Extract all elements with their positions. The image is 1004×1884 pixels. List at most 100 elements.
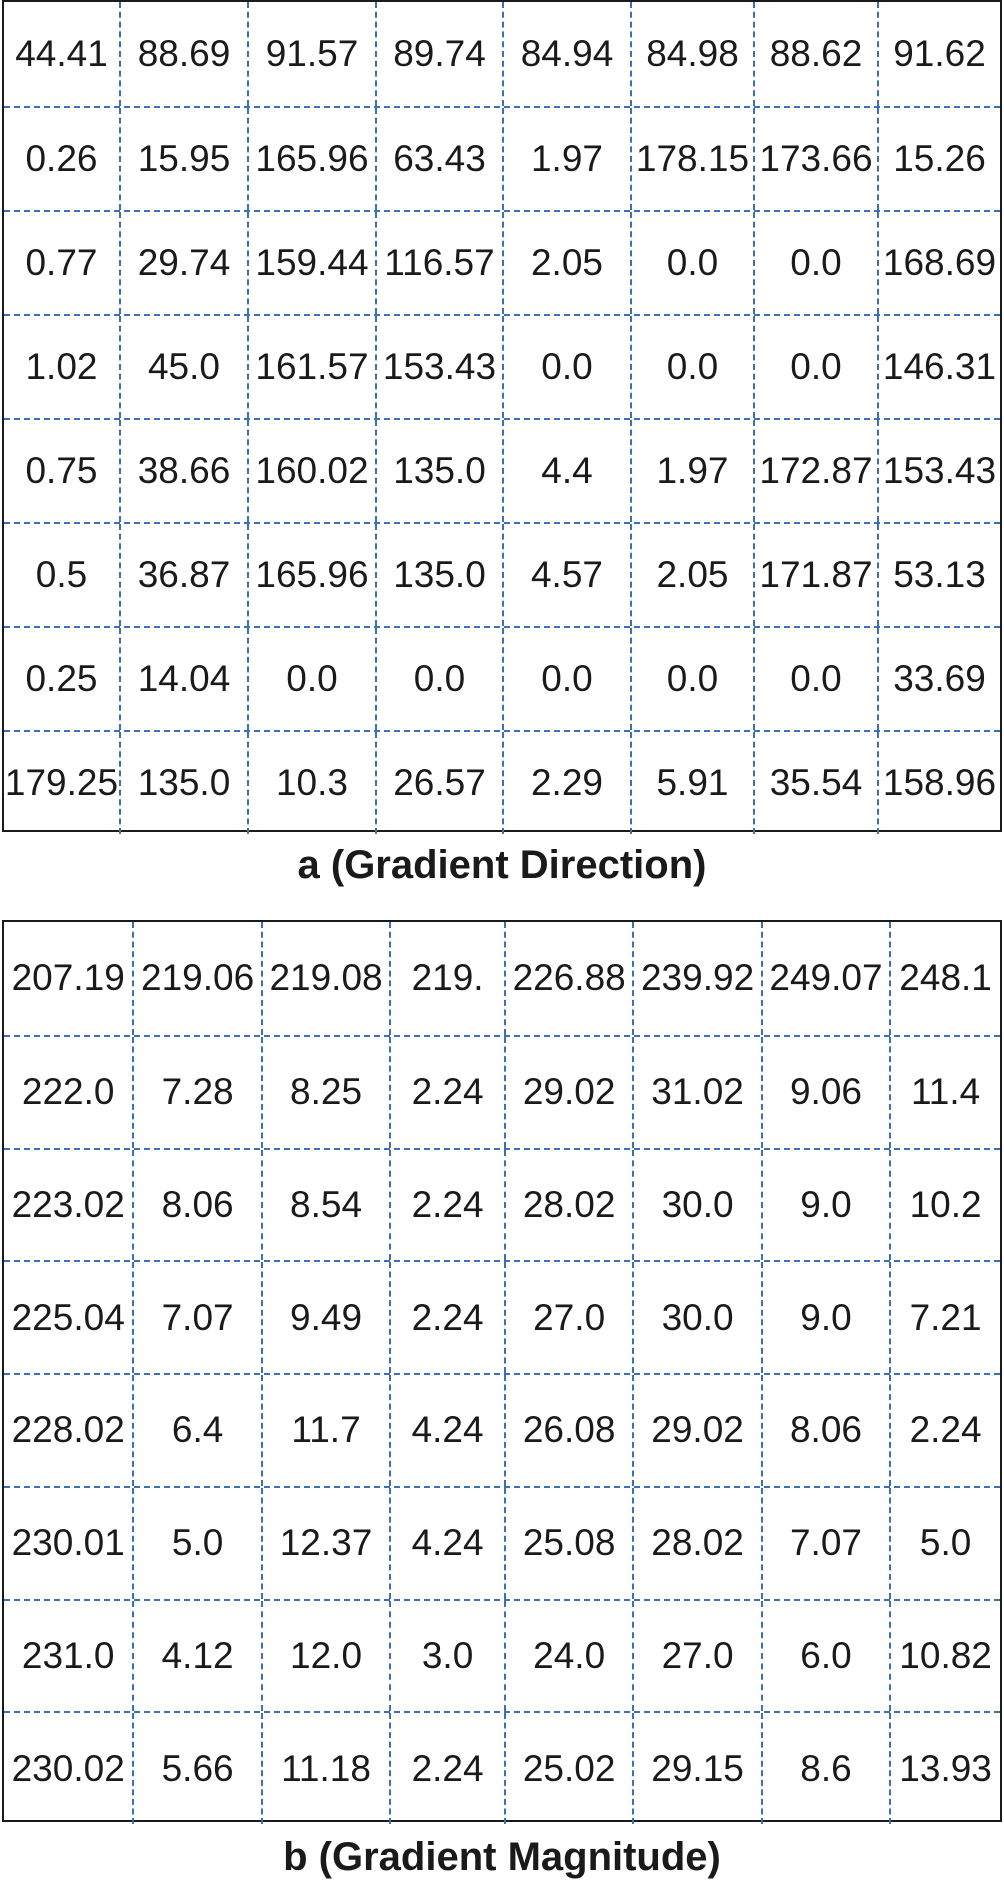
table-cell: 9.49: [260, 1262, 389, 1373]
table-cell: 89.74: [375, 2, 502, 106]
gradient-magnitude-grid: 207.19 219.06 219.08 219. 226.88 239.92 249.07…: [2, 920, 1002, 1824]
table-cell: 6.4: [132, 1375, 260, 1486]
table-cell: 9.06: [760, 1036, 889, 1148]
table-cell: 168.69: [877, 212, 1000, 314]
table-cell: 4.24: [389, 1375, 504, 1486]
table-cell: 25.08: [503, 1487, 632, 1599]
table-row: 0.25 14.04 0.0 0.0 0.0 0.0 0.0 33.69: [4, 626, 1000, 730]
table-cell: 0.0: [630, 316, 753, 418]
table-cell: 5.0: [889, 1487, 1000, 1599]
table-cell: 153.43: [877, 420, 1000, 522]
table-cell: 29.15: [632, 1713, 760, 1824]
table-cell: 0.0: [247, 628, 375, 730]
table-cell: 207.19: [11, 957, 125, 999]
table-cell: 53.13: [877, 524, 1000, 626]
table-row: 222.0 7.28 8.25 2.24 29.02 31.02 9.06 11.4: [4, 1034, 1000, 1148]
table-cell: 226.88: [503, 922, 632, 1035]
table-cell: 146.31: [877, 316, 1000, 418]
table-cell: 88.69: [119, 2, 247, 106]
table-cell: 12.37: [260, 1487, 389, 1599]
table-cell: 165.96: [247, 108, 375, 210]
table-cell: 0.5: [35, 554, 88, 595]
table-cell: 91.57: [247, 2, 375, 106]
table-cell: 8.6: [760, 1713, 889, 1824]
table-cell: 0.77: [25, 242, 98, 283]
gradient-direction-caption: a (Gradient Direction): [297, 843, 707, 887]
table-cell: 2.24: [389, 1149, 504, 1261]
table-cell: 135.0: [119, 732, 247, 834]
table-row: 230.02 5.66 11.18 2.24 25.02 29.15 8.6 13.93: [4, 1711, 1000, 1824]
gradient-direction-grid: 44.41 88.69 91.57 89.74 84.94 84.98 88.62 91.62…: [2, 0, 1002, 834]
table-cell: 2.24: [389, 1036, 504, 1148]
table-cell: 11.4: [889, 1036, 1000, 1148]
table-cell: 27.0: [632, 1600, 760, 1712]
table-row: 0.26 15.95 165.96 63.43 1.97 178.15 173.66 15.2…: [4, 106, 1000, 210]
table-cell: 0.0: [502, 628, 630, 730]
table-cell: 44.41: [15, 33, 108, 74]
table-cell: 0.75: [25, 450, 98, 491]
table-cell: 5.66: [132, 1713, 260, 1824]
table-cell: 219.: [389, 922, 504, 1035]
table-cell: 4.57: [502, 524, 630, 626]
table-cell: 161.57: [247, 316, 375, 418]
table-cell: 10.3: [247, 732, 375, 834]
table-cell: 29.02: [503, 1036, 632, 1148]
table-cell: 2.29: [502, 732, 630, 834]
table-cell: 158.96: [877, 732, 1000, 834]
table-cell: 30.0: [632, 1149, 760, 1261]
table-cell: 0.0: [375, 628, 502, 730]
table-cell: 249.07: [760, 922, 889, 1035]
table-row: 0.77 29.74 159.44 116.57 2.05 0.0 0.0 168.69: [4, 210, 1000, 314]
table-cell: 13.93: [889, 1713, 1000, 1824]
table-row: 179.25 135.0 10.3 26.57 2.29 5.91 35.54 158.96: [4, 730, 1000, 834]
table-cell: 1.97: [502, 108, 630, 210]
table-cell: 15.95: [119, 108, 247, 210]
table-cell: 7.07: [760, 1487, 889, 1599]
table-cell: 2.05: [502, 212, 630, 314]
table-cell: 4.12: [132, 1600, 260, 1712]
table-cell: 8.06: [132, 1149, 260, 1261]
table-cell: 0.0: [753, 212, 877, 314]
table-cell: 0.0: [630, 628, 753, 730]
table-cell: 15.26: [877, 108, 1000, 210]
gradient-magnitude-caption: b (Gradient Magnitude): [283, 1835, 721, 1879]
table-cell: 91.62: [877, 2, 1000, 106]
table-cell: 45.0: [119, 316, 247, 418]
table-cell: 26.08: [503, 1375, 632, 1486]
table-cell: 173.66: [753, 108, 877, 210]
table-cell: 230.02: [11, 1747, 125, 1789]
table-cell: 1.02: [25, 346, 98, 387]
table-row: 1.02 45.0 161.57 153.43 0.0 0.0 0.0 146.31: [4, 314, 1000, 418]
table-cell: 38.66: [119, 420, 247, 522]
table-cell: 0.25: [25, 658, 98, 699]
table-cell: 3.0: [389, 1600, 504, 1712]
table-cell: 248.1: [889, 922, 1000, 1035]
table-cell: 135.0: [375, 524, 502, 626]
table-cell: 63.43: [375, 108, 502, 210]
table-cell: 5.91: [630, 732, 753, 834]
table-cell: 228.02: [11, 1409, 125, 1451]
table-cell: 9.0: [760, 1262, 889, 1373]
table-cell: 28.02: [632, 1487, 760, 1599]
table-cell: 10.2: [889, 1149, 1000, 1261]
table-cell: 0.0: [753, 628, 877, 730]
table-cell: 1.97: [630, 420, 753, 522]
table-cell: 27.0: [503, 1262, 632, 1373]
table-row: 231.0 4.12 12.0 3.0 24.0 27.0 6.0 10.82: [4, 1598, 1000, 1712]
table-cell: 165.96: [247, 524, 375, 626]
table-cell: 0.0: [630, 212, 753, 314]
table-cell: 222.0: [21, 1071, 115, 1113]
table-cell: 0.26: [25, 138, 98, 179]
table-cell: 7.21: [889, 1262, 1000, 1373]
table-cell: 116.57: [375, 212, 502, 314]
table-cell: 88.62: [753, 2, 877, 106]
table-cell: 33.69: [877, 628, 1000, 730]
table-cell: 24.0: [503, 1600, 632, 1712]
table-cell: 231.0: [21, 1634, 115, 1676]
table-cell: 6.0: [760, 1600, 889, 1712]
table-cell: 230.01: [11, 1522, 125, 1564]
table-cell: 29.74: [119, 212, 247, 314]
table-cell: 178.15: [630, 108, 753, 210]
table-cell: 26.57: [375, 732, 502, 834]
table-cell: 153.43: [375, 316, 502, 418]
